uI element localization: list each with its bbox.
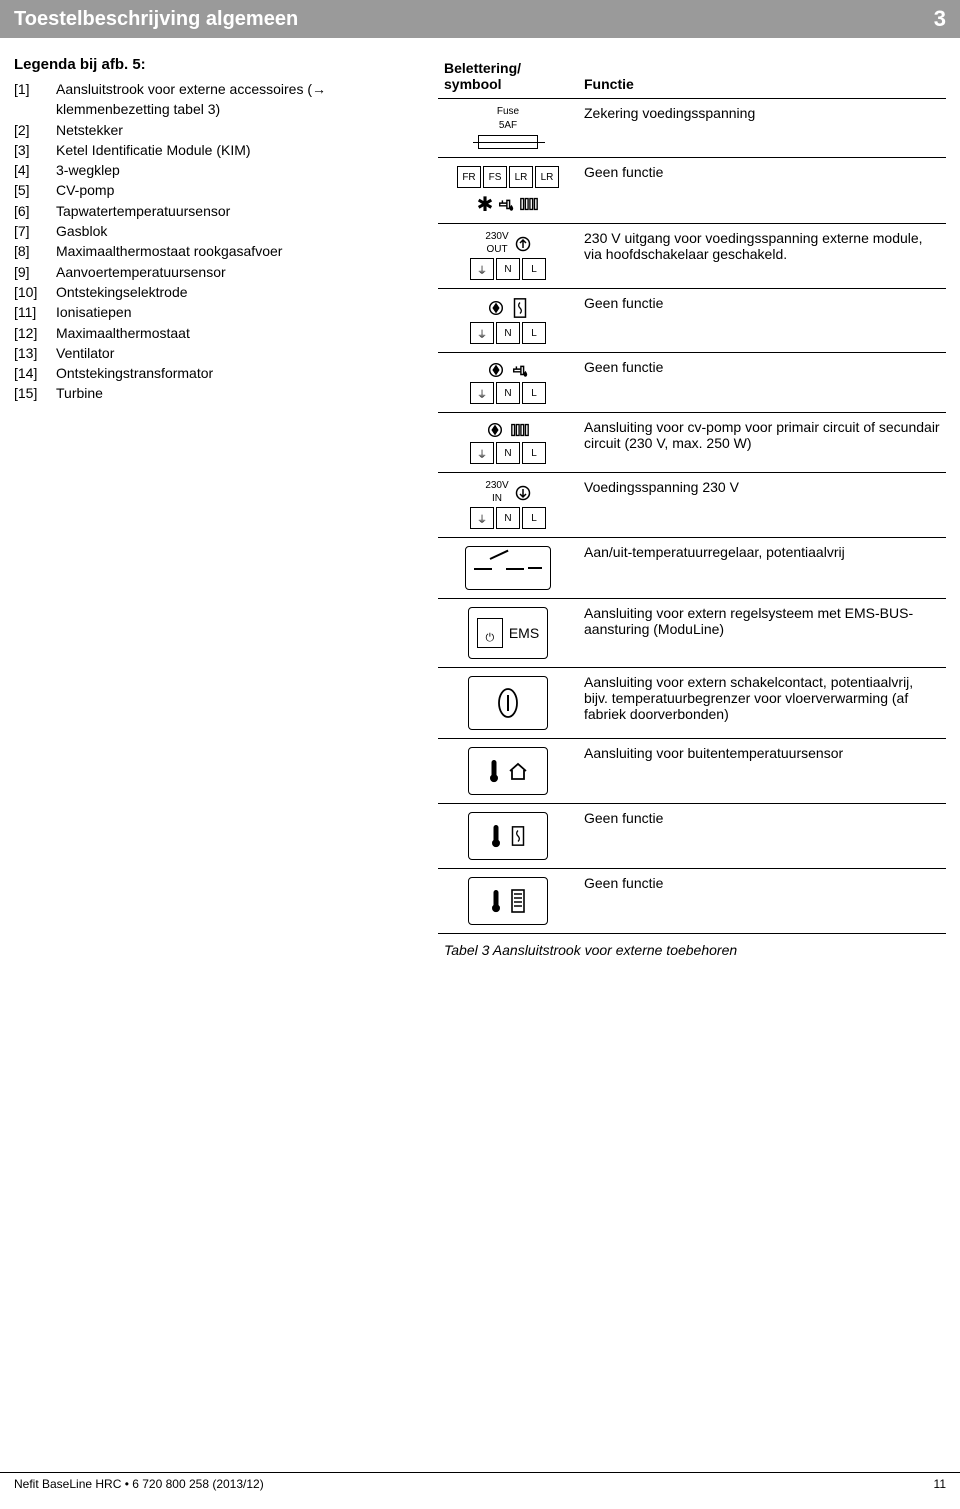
function-cell: Geen functie <box>578 804 946 869</box>
legend-row: [1]Aansluitstrook voor externe accessoir… <box>14 79 414 120</box>
function-cell: Geen functie <box>578 353 946 413</box>
legend-key: [12] <box>14 323 56 343</box>
table-row: Aansluiting voor extern schakelcontact, … <box>438 668 946 739</box>
table-row: Aansluiting voor buitentemperatuursensor <box>438 739 946 804</box>
function-cell: 230 V uitgang voor voedingsspanning exte… <box>578 224 946 289</box>
legend-text: Aansluitstrook voor externe accessoires … <box>56 79 414 120</box>
table-row: Geen functie <box>438 869 946 934</box>
function-cell: Aansluiting voor cv-pomp voor primair ci… <box>578 413 946 473</box>
legend-text: Gasblok <box>56 221 107 241</box>
legend-key: [7] <box>14 221 56 241</box>
table-row: Geen functie <box>438 804 946 869</box>
legend-text: Aanvoertemperatuursensor <box>56 262 226 282</box>
function-cell: Aansluiting voor extern schakelcontact, … <box>578 668 946 739</box>
legend-key: [14] <box>14 363 56 383</box>
legend-text: Ketel Identificatie Module (KIM) <box>56 140 251 160</box>
header-symbol: Belettering/ symbool <box>438 56 578 99</box>
legend-list: [1]Aansluitstrook voor externe accessoir… <box>14 79 414 404</box>
symbol-cell: ⏚NL <box>438 413 578 473</box>
symbol-cell <box>438 804 578 869</box>
table-row: ⏚NLAansluiting voor cv-pomp voor primair… <box>438 413 946 473</box>
table-row: ⏚NLGeen functie <box>438 353 946 413</box>
legend-text: Maximaalthermostaat rookgasafvoer <box>56 241 282 261</box>
legend-key: [6] <box>14 201 56 221</box>
symbol-cell: FRFSLRLR✱ <box>438 158 578 224</box>
function-cell: Aan/uit-temperatuurregelaar, potentiaalv… <box>578 538 946 599</box>
page-footer: Nefit BaseLine HRC • 6 720 800 258 (2013… <box>0 1472 960 1491</box>
table-row: ⏚NLGeen functie <box>438 289 946 353</box>
table-row: 230VOUT⏚NL230 V uitgang voor voedingsspa… <box>438 224 946 289</box>
table-row: FRFSLRLR✱Geen functie <box>438 158 946 224</box>
legend-key: [15] <box>14 383 56 403</box>
legend-text: CV-pomp <box>56 180 114 200</box>
legend-text: Ionisatiepen <box>56 302 132 322</box>
table-caption: Tabel 3 Aansluitstrook voor externe toeb… <box>438 942 946 958</box>
function-cell: Aansluiting voor extern regelsysteem met… <box>578 599 946 668</box>
legend-key: [3] <box>14 140 56 160</box>
table-row: ⏻EMSAansluiting voor extern regelsysteem… <box>438 599 946 668</box>
symbol-cell: ⏚NL <box>438 353 578 413</box>
legend-row: [9]Aanvoertemperatuursensor <box>14 262 414 282</box>
legend-row: [12]Maximaalthermostaat <box>14 323 414 343</box>
legend-key: [1] <box>14 79 56 120</box>
symbol-cell: ⏚NL <box>438 289 578 353</box>
footer-page: 11 <box>934 1477 946 1491</box>
symbol-cell <box>438 739 578 804</box>
legend-row: [6]Tapwatertemperatuursensor <box>14 201 414 221</box>
symbol-cell: Fuse5AF <box>438 99 578 158</box>
table-row: Fuse5AFZekering voedingsspanning <box>438 99 946 158</box>
page-header: Toestelbeschrijving algemeen 3 <box>0 0 960 38</box>
legend-text: Ontstekingstransformator <box>56 363 213 383</box>
legend-text: Netstekker <box>56 120 123 140</box>
legend-key: [9] <box>14 262 56 282</box>
header-function: Functie <box>578 56 946 99</box>
legend-row: [15]Turbine <box>14 383 414 403</box>
header-title: Toestelbeschrijving algemeen <box>14 8 298 31</box>
footer-doc: Nefit BaseLine HRC • 6 720 800 258 (2013… <box>14 1477 264 1491</box>
legend-row: [3]Ketel Identificatie Module (KIM) <box>14 140 414 160</box>
content-wrapper: Legenda bij afb. 5: [1]Aansluitstrook vo… <box>0 56 960 958</box>
legend-text: Turbine <box>56 383 103 403</box>
function-cell: Aansluiting voor buitentemperatuursensor <box>578 739 946 804</box>
function-cell: Zekering voedingsspanning <box>578 99 946 158</box>
function-table: Belettering/ symbool Functie Fuse5AFZeke… <box>438 56 946 934</box>
legend-title: Legenda bij afb. 5: <box>14 56 414 73</box>
legend-text: Tapwatertemperatuursensor <box>56 201 230 221</box>
function-cell: Geen functie <box>578 289 946 353</box>
legend-column: Legenda bij afb. 5: [1]Aansluitstrook vo… <box>14 56 414 958</box>
legend-row: [13]Ventilator <box>14 343 414 363</box>
table-row: Aan/uit-temperatuurregelaar, potentiaalv… <box>438 538 946 599</box>
symbol-cell <box>438 538 578 599</box>
symbol-cell <box>438 869 578 934</box>
legend-key: [4] <box>14 160 56 180</box>
legend-row: [5]CV-pomp <box>14 180 414 200</box>
legend-text: Ontstekingselektrode <box>56 282 188 302</box>
legend-text: Maximaalthermostaat <box>56 323 190 343</box>
function-table-column: Belettering/ symbool Functie Fuse5AFZeke… <box>438 56 946 958</box>
legend-row: [7]Gasblok <box>14 221 414 241</box>
function-cell: Geen functie <box>578 869 946 934</box>
section-number: 3 <box>934 6 946 32</box>
legend-row: [14]Ontstekingstransformator <box>14 363 414 383</box>
legend-row: [8]Maximaalthermostaat rookgasafvoer <box>14 241 414 261</box>
legend-row: [10]Ontstekingselektrode <box>14 282 414 302</box>
legend-text: 3-wegklep <box>56 160 120 180</box>
symbol-cell: ⏻EMS <box>438 599 578 668</box>
legend-text: Ventilator <box>56 343 114 363</box>
table-row: 230VIN⏚NLVoedingsspanning 230 V <box>438 473 946 538</box>
legend-row: [4]3-wegklep <box>14 160 414 180</box>
legend-key: [13] <box>14 343 56 363</box>
legend-key: [5] <box>14 180 56 200</box>
legend-key: [11] <box>14 302 56 322</box>
legend-key: [10] <box>14 282 56 302</box>
legend-key: [2] <box>14 120 56 140</box>
function-cell: Voedingsspanning 230 V <box>578 473 946 538</box>
symbol-cell <box>438 668 578 739</box>
legend-key: [8] <box>14 241 56 261</box>
function-cell: Geen functie <box>578 158 946 224</box>
symbol-cell: 230VOUT⏚NL <box>438 224 578 289</box>
symbol-cell: 230VIN⏚NL <box>438 473 578 538</box>
legend-row: [2]Netstekker <box>14 120 414 140</box>
legend-row: [11]Ionisatiepen <box>14 302 414 322</box>
